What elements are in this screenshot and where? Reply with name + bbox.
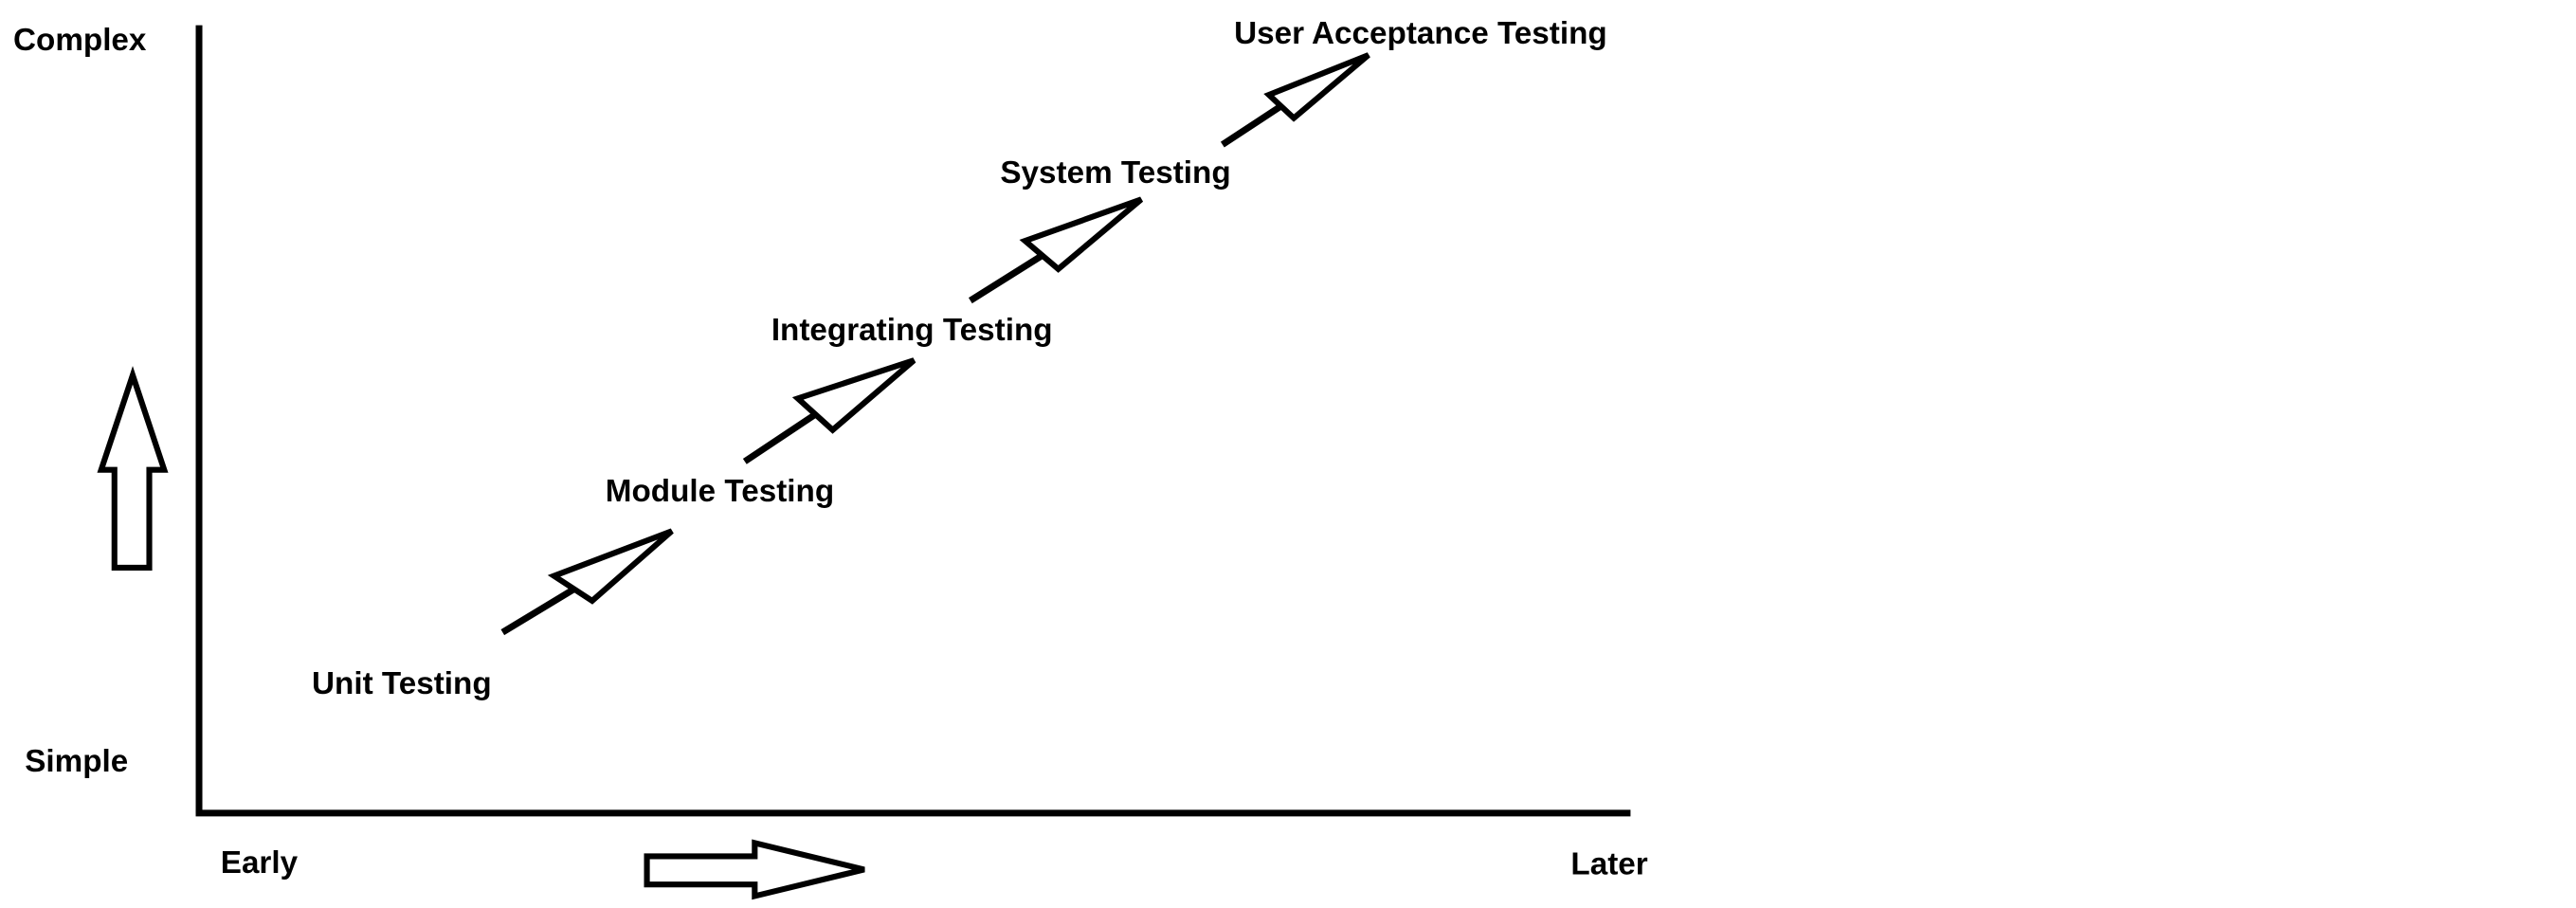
x-right-label: Later bbox=[1570, 847, 1647, 882]
stage-arrow-shaft bbox=[1220, 103, 1283, 148]
stage-arrow-head bbox=[1019, 196, 1144, 273]
stage-arrow-head bbox=[1263, 52, 1370, 122]
stage-label: System Testing bbox=[1000, 155, 1230, 191]
stage-label: Module Testing bbox=[606, 474, 834, 509]
stage-label: User Acceptance Testing bbox=[1234, 16, 1607, 51]
x-left-label: Early bbox=[221, 845, 299, 881]
stage-arrow-head bbox=[791, 357, 916, 434]
stage-arrow-shaft bbox=[500, 586, 576, 636]
stage-label: Integrating Testing bbox=[771, 313, 1053, 348]
right-arrow bbox=[644, 839, 865, 900]
stage-arrow-shaft bbox=[968, 252, 1043, 304]
stage-arrow-shaft bbox=[742, 411, 817, 464]
stage-arrow-head bbox=[547, 528, 674, 605]
stage-label: Unit Testing bbox=[312, 666, 492, 701]
up-arrow bbox=[97, 366, 169, 571]
stage-arrows bbox=[500, 52, 1370, 636]
y-bottom-label: Simple bbox=[25, 744, 128, 779]
y-top-label: Complex bbox=[13, 23, 147, 58]
